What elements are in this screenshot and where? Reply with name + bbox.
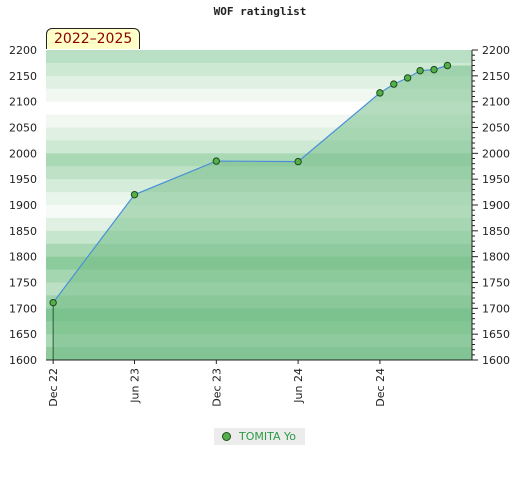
data-point — [416, 66, 424, 75]
data-point — [403, 74, 412, 82]
y-tick-label-left: 1700 — [9, 302, 37, 315]
y-tick-label-right: 1750 — [482, 277, 510, 290]
y-tick-label-left: 2100 — [9, 96, 37, 109]
y-tick-label-right: 1950 — [482, 173, 510, 186]
y-tick-label-right: 2150 — [482, 70, 510, 83]
background-band — [46, 88, 472, 103]
area-fill — [53, 65, 472, 360]
data-point — [294, 157, 302, 166]
y-tick-label-left: 2050 — [9, 122, 37, 135]
data-point — [212, 157, 221, 165]
y-tick-label-right: 2050 — [482, 122, 510, 135]
data-point — [376, 89, 384, 97]
data-point — [390, 80, 398, 88]
y-tick-label-left: 2000 — [9, 147, 37, 160]
y-tick-label-right: 1650 — [482, 328, 510, 341]
period-badge: 2022–2025 — [46, 28, 141, 49]
y-tick-label-right: 1800 — [482, 251, 510, 264]
background-band — [46, 75, 472, 90]
y-tick-label-left: 2200 — [9, 44, 37, 57]
legend: TOMITA Yo — [214, 428, 305, 445]
x-tick-label: Dec 23 — [210, 368, 223, 407]
data-point — [130, 190, 139, 199]
legend-marker-icon — [222, 432, 231, 441]
background-band — [46, 50, 472, 64]
y-tick-label-right: 1900 — [482, 199, 510, 212]
chart-title: WOF ratinglist — [213, 5, 307, 18]
y-tick-label-left: 1850 — [9, 225, 37, 238]
y-tick-label-left: 1950 — [9, 173, 37, 186]
y-tick-label-right: 2100 — [482, 96, 510, 109]
x-tick-label: Dec 24 — [374, 368, 387, 407]
y-tick-label-left: 2150 — [9, 70, 37, 83]
y-tick-label-left: 1650 — [9, 328, 37, 341]
x-tick-label: Jun 23 — [129, 368, 142, 404]
series-line — [52, 64, 448, 304]
legend-label: TOMITA Yo — [239, 430, 296, 443]
data-point — [49, 298, 57, 307]
y-tick-label-left: 1600 — [9, 354, 37, 367]
y-tick-label-right: 2000 — [482, 147, 510, 160]
y-tick-label-left: 1900 — [9, 199, 37, 212]
x-tick-label: Jun 24 — [292, 368, 305, 404]
y-tick-label-right: 1850 — [482, 225, 510, 238]
y-tick-label-right: 1700 — [482, 302, 510, 315]
data-point — [430, 65, 438, 74]
background-band — [46, 62, 472, 77]
y-tick-label-left: 1800 — [9, 251, 37, 264]
y-tick-label-right: 2200 — [482, 44, 510, 57]
y-tick-label-left: 1750 — [9, 277, 37, 290]
data-point — [443, 61, 452, 70]
x-tick-label: Dec 22 — [47, 368, 60, 407]
y-tick-label-right: 1600 — [482, 354, 510, 367]
